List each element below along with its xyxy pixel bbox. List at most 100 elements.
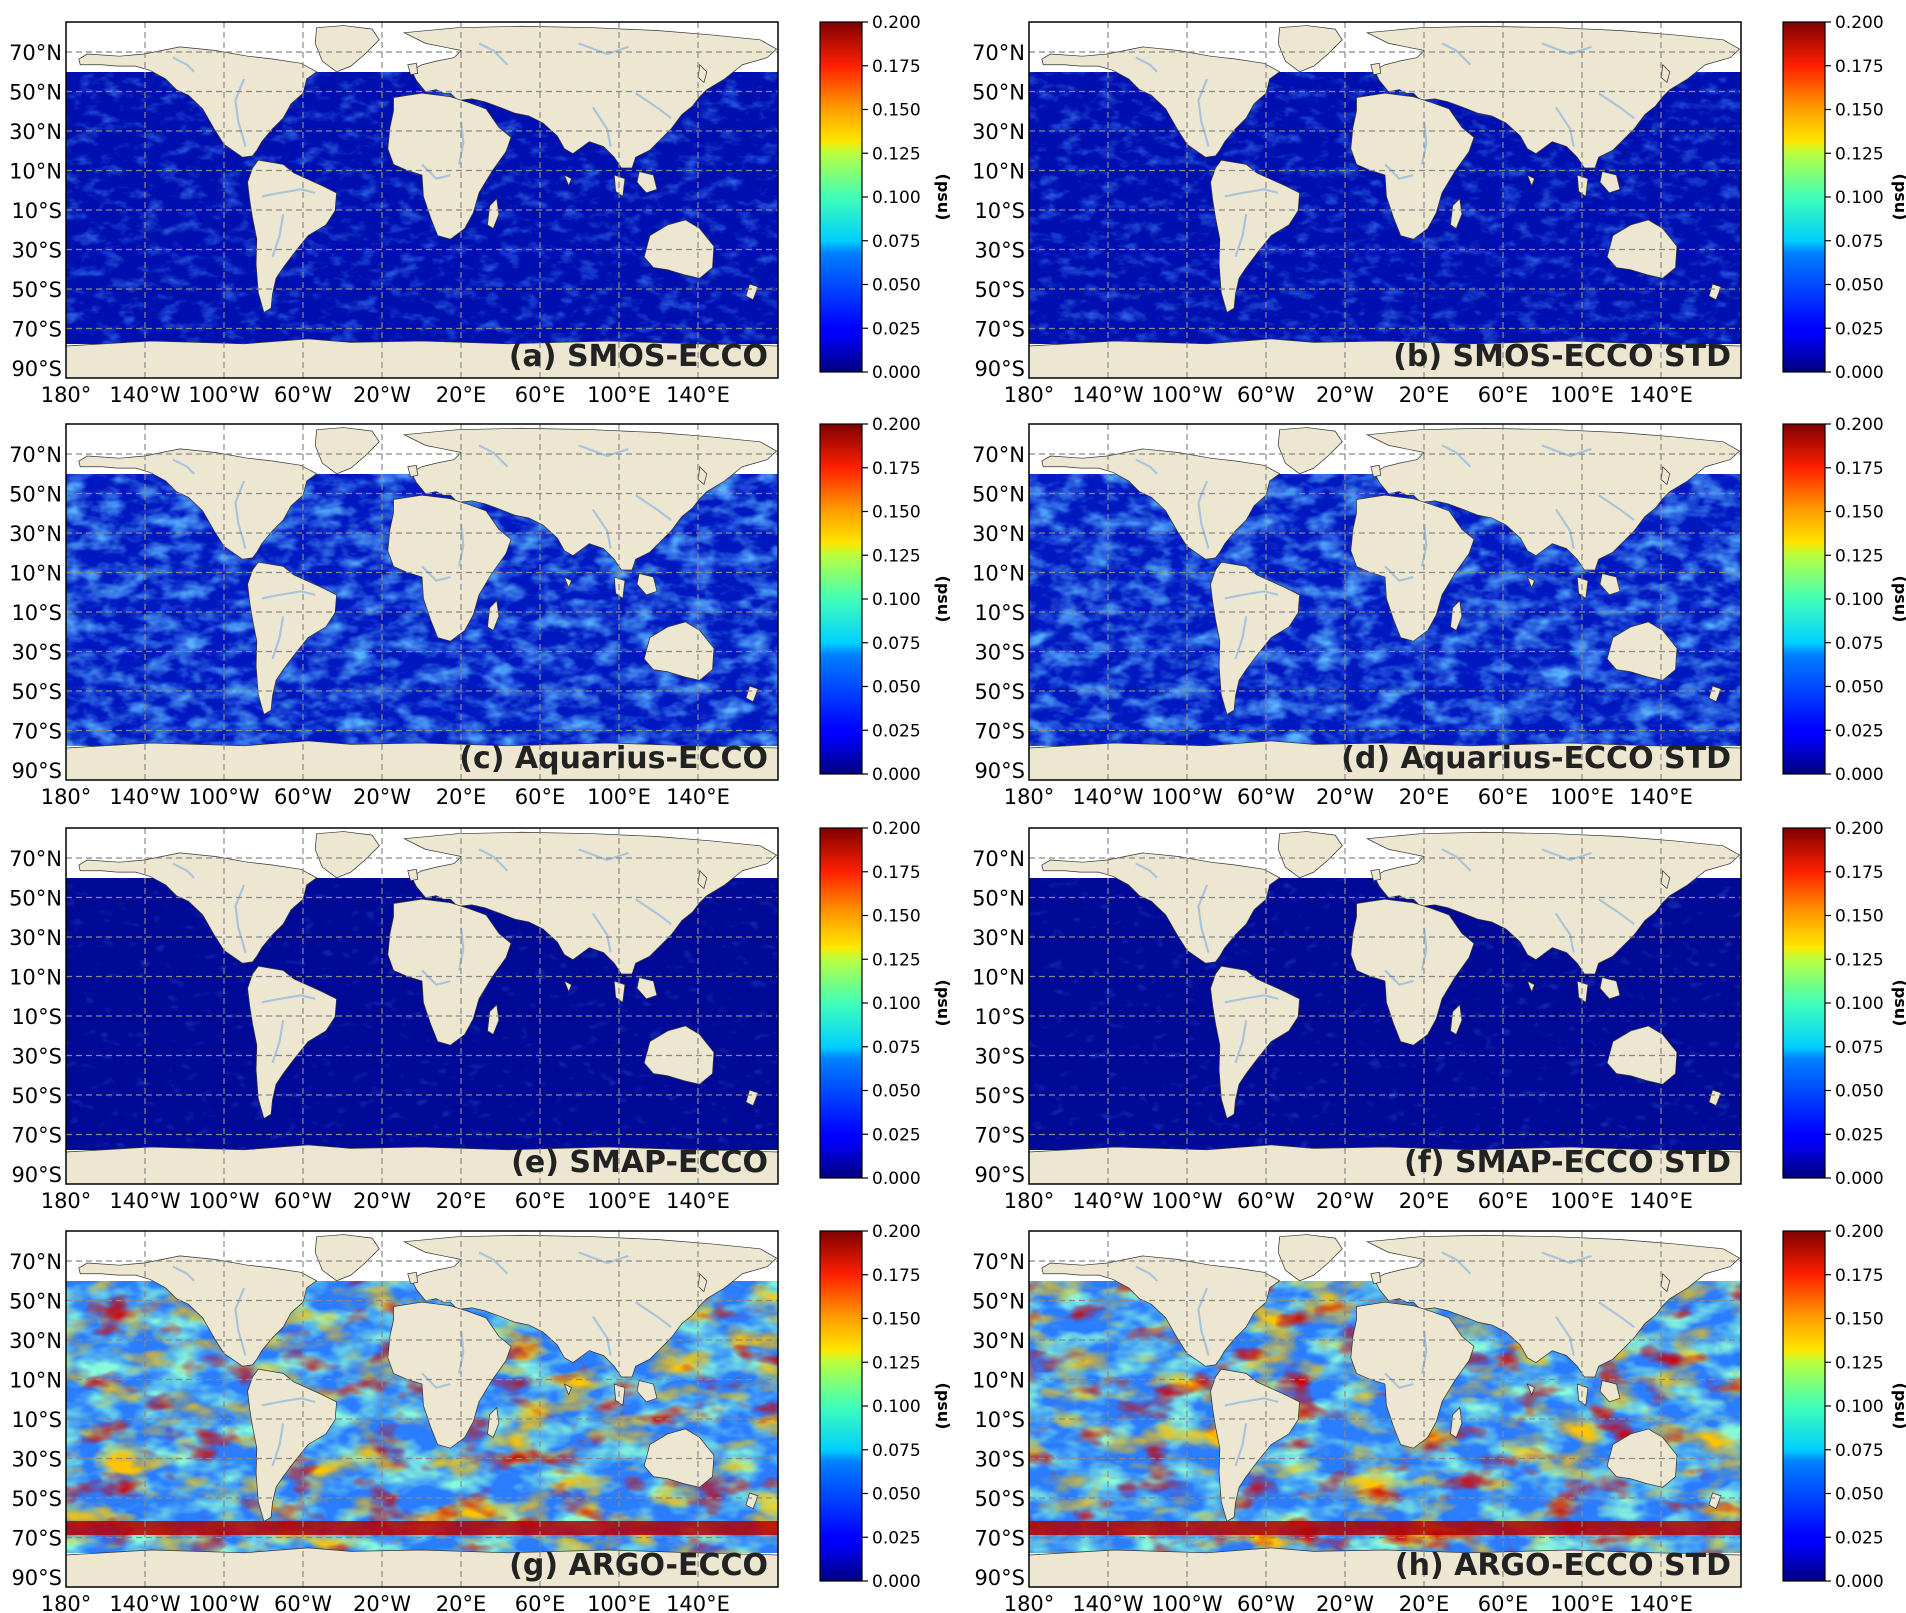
gridlines	[66, 828, 778, 1184]
lon-tick-label: 60°E	[515, 1189, 566, 1213]
colorbar-tick-label: 0.050	[1835, 276, 1884, 296]
lon-tick-label: 140°E	[1629, 1189, 1693, 1213]
lon-tick-label: 100°E	[587, 1592, 651, 1613]
colorbar-tick-label: 0.000	[872, 1572, 921, 1592]
lat-tick-label: 10°N	[9, 562, 62, 586]
lat-axis: 70°N 50°N 30°N 10°N 10°S 30°S 50°S 70°S 90°S	[972, 847, 1025, 1187]
map-area	[1029, 1231, 1741, 1587]
colorbar-label: (psu)	[934, 980, 953, 1027]
lat-tick-label: 10°N	[972, 160, 1025, 184]
colorbar-tick-label: 0.050	[1835, 1485, 1884, 1505]
lat-tick-label: 50°S	[11, 278, 62, 302]
lat-tick-label: 50°N	[9, 887, 62, 911]
lat-tick-label: 70°N	[972, 847, 1025, 871]
lon-tick-label: 140°W	[1072, 1592, 1144, 1613]
lat-tick-label: 90°S	[974, 357, 1025, 381]
colorbar-tick-label: 0.075	[1835, 1441, 1884, 1461]
lat-tick-label: 30°N	[9, 522, 62, 546]
lat-tick-label: 70°N	[972, 41, 1025, 65]
colorbar-tick-label: 0.050	[872, 1082, 921, 1102]
colorbar-tick-label: 0.200	[872, 819, 921, 839]
lat-axis: 70°N 50°N 30°N 10°N 10°S 30°S 50°S 70°S 90°S	[9, 1250, 62, 1590]
colorbar-tick-label: 0.150	[1835, 907, 1884, 927]
lon-axis: 180° 140°W 100°W 60°W 20°W 20°E 60°E 100°E 140°E	[41, 785, 730, 809]
lat-tick-label: 10°S	[11, 601, 62, 625]
colorbar-label: (psu)	[1891, 576, 1906, 623]
lon-tick-label: 140°W	[109, 1189, 181, 1213]
colorbar-gradient	[1782, 423, 1826, 775]
lon-tick-label: 60°E	[1478, 383, 1529, 407]
colorbar-tick-label: 0.100	[1835, 994, 1884, 1014]
colorbar-tick-label: 0.025	[1835, 319, 1884, 339]
lat-tick-label: 70°N	[9, 1250, 62, 1274]
lat-tick-label: 50°S	[11, 1487, 62, 1511]
lon-tick-label: 100°W	[188, 383, 260, 407]
lon-tick-label: 20°E	[436, 1189, 487, 1213]
colorbar-tick-label: 0.200	[1835, 819, 1884, 839]
lat-tick-label: 30°N	[9, 120, 62, 144]
lon-tick-label: 100°W	[1151, 383, 1223, 407]
lon-tick-label: 180°	[1004, 1189, 1055, 1213]
lat-tick-label: 30°S	[11, 1045, 62, 1069]
lon-axis: 180° 140°W 100°W 60°W 20°W 20°E 60°E 100°E 140°E	[41, 383, 730, 407]
panel-title: (g) ARGO-ECCO	[509, 1548, 768, 1583]
colorbar-tick-label: 0.150	[1835, 1310, 1884, 1330]
lat-tick-label: 90°S	[974, 1163, 1025, 1187]
colorbar-tick-label: 0.125	[1835, 950, 1884, 970]
lat-tick-label: 10°S	[11, 1408, 62, 1432]
lon-tick-label: 100°E	[587, 1189, 651, 1213]
lon-tick-label: 60°W	[274, 1189, 332, 1213]
colorbar-gradient	[819, 21, 863, 373]
colorbar-tick-label: 0.025	[872, 319, 921, 339]
panel-h: 70°N 50°N 30°N 10°N 10°S 30°S 50°S 70°S 90°S180°…	[972, 1222, 1906, 1613]
lon-tick-label: 140°W	[109, 383, 181, 407]
lon-tick-label: 180°	[1004, 1592, 1055, 1613]
colorbar-tick-label: 0.100	[872, 1397, 921, 1417]
lon-tick-label: 100°W	[1151, 1592, 1223, 1613]
colorbar-label: (psu)	[1891, 980, 1906, 1027]
colorbar-tick-label: 0.175	[1835, 459, 1884, 479]
lon-tick-label: 100°W	[188, 785, 260, 809]
lon-tick-label: 60°W	[1237, 785, 1295, 809]
lon-tick-label: 60°E	[515, 1592, 566, 1613]
lat-tick-label: 30°S	[11, 1448, 62, 1472]
colorbar-tick-label: 0.075	[872, 634, 921, 654]
lon-tick-label: 20°W	[353, 1592, 411, 1613]
lat-tick-label: 10°S	[974, 601, 1025, 625]
colorbar-tick-label: 0.050	[1835, 1082, 1884, 1102]
lon-tick-label: 60°E	[515, 383, 566, 407]
lon-tick-label: 180°	[1004, 383, 1055, 407]
colorbar-tick-label: 0.125	[1835, 546, 1884, 566]
lon-tick-label: 20°E	[1399, 1189, 1450, 1213]
lat-tick-label: 50°S	[11, 1084, 62, 1108]
lon-tick-label: 100°E	[587, 383, 651, 407]
lat-tick-label: 90°S	[11, 357, 62, 381]
lat-tick-label: 30°S	[11, 239, 62, 263]
lat-tick-label: 70°S	[974, 1124, 1025, 1148]
colorbar-tick-label: 0.025	[872, 721, 921, 741]
colorbar-tick-label: 0.000	[872, 1169, 921, 1189]
lon-tick-label: 60°W	[1237, 383, 1295, 407]
lon-tick-label: 100°E	[1550, 785, 1614, 809]
colorbar-tick-label: 0.175	[872, 1266, 921, 1286]
colorbar-tick-label: 0.050	[872, 276, 921, 296]
map-area	[66, 1231, 778, 1587]
colorbar-tick-label: 0.150	[872, 1310, 921, 1330]
colorbar: 0.000 0.025 0.050 0.075 0.100 0.125 0.150 0.175…	[1782, 819, 1906, 1189]
map-area	[1029, 22, 1741, 378]
panel-title: (e) SMAP-ECCO	[511, 1145, 768, 1180]
colorbar-label: (psu)	[934, 1383, 953, 1430]
map-frame	[65, 1230, 779, 1588]
panel-title: (f) SMAP-ECCO STD	[1404, 1145, 1731, 1180]
lat-tick-label: 10°N	[9, 966, 62, 990]
colorbar-tick-label: 0.000	[872, 363, 921, 383]
colorbar-tick-label: 0.200	[1835, 415, 1884, 435]
lat-tick-label: 90°S	[11, 1566, 62, 1590]
colorbar-tick-label: 0.150	[872, 503, 921, 523]
lat-tick-label: 70°S	[11, 318, 62, 342]
lat-tick-label: 10°S	[974, 1408, 1025, 1432]
colorbar: 0.000 0.025 0.050 0.075 0.100 0.125 0.150 0.175…	[1782, 415, 1906, 785]
lat-tick-label: 50°N	[9, 81, 62, 105]
colorbar-tick-label: 0.025	[1835, 721, 1884, 741]
colorbar-label: (psu)	[934, 174, 953, 221]
